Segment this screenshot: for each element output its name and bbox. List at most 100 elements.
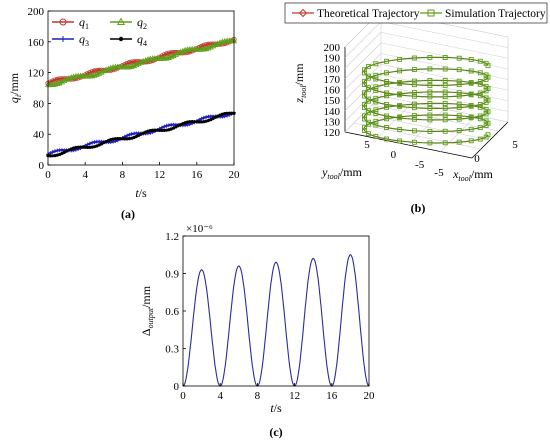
c-xtick-label: 0 [180, 390, 186, 402]
a-point-q4 [120, 137, 124, 141]
b-helix-point [427, 77, 433, 83]
a-point-q4 [160, 128, 164, 133]
a-point-q2 [61, 77, 68, 84]
a-point-q2 [96, 70, 103, 76]
a-point-q3 [90, 140, 95, 145]
a-point-q2 [68, 74, 75, 80]
a-point-q4 [158, 128, 162, 132]
b-xtick-label: 5 [512, 139, 518, 151]
b-helix-point [397, 138, 403, 144]
b-ytick-label: -5 [415, 159, 425, 171]
b-helix-point [365, 108, 371, 114]
b-helix-point [442, 89, 448, 95]
b-helix-point [362, 124, 367, 130]
a-point-q2 [170, 52, 177, 59]
b-helix-point [427, 112, 433, 118]
a-ylabel-unit: /mm [7, 72, 21, 95]
a-point-q1 [201, 42, 207, 49]
a-point-q4 [199, 120, 204, 124]
a-point-q4 [48, 154, 52, 158]
a-xtick-label: 12 [154, 169, 165, 181]
b-helix-point [384, 125, 389, 130]
b-zgrid [344, 42, 382, 80]
b-zgrid [344, 32, 382, 69]
b-helix-point [442, 128, 448, 134]
b-helix-point [442, 105, 448, 111]
b-helix-point [411, 82, 417, 88]
b-ytick-label: 5 [364, 139, 370, 151]
b-helix-point [477, 81, 483, 87]
b-legend-marker [427, 9, 435, 17]
a-legend-marker [116, 17, 126, 25]
panel-label-c: (c) [269, 425, 282, 439]
b-helix-point [477, 116, 483, 122]
b-helix-point [427, 128, 433, 134]
b-helix-point [362, 105, 367, 110]
b-helix-point [442, 55, 448, 60]
c-xtick-label: 12 [289, 390, 300, 402]
b-helix-point [411, 116, 417, 122]
b-helix-point [384, 113, 389, 119]
b-helix-point [468, 80, 474, 86]
c-ytick-label: 0.9 [165, 269, 179, 281]
a-xtick-label: 4 [82, 169, 88, 181]
b-helix-point [427, 117, 433, 123]
b-floor-grid [371, 104, 500, 132]
b-zgrid [380, 63, 509, 91]
b-helix-point [373, 122, 379, 128]
b-legend-box [284, 2, 548, 24]
b-legend-label: Simulation Trajectory [445, 8, 546, 20]
a-point-q3 [50, 150, 55, 155]
a-point-q4 [188, 120, 192, 124]
a-point-q3 [201, 115, 206, 120]
b-ztick-label: 160 [324, 85, 341, 97]
a-point-q4 [85, 145, 90, 149]
chart-b-y-axis-label: ytool/mm [321, 165, 362, 181]
b-helix-point [427, 82, 433, 88]
chart-a-y-axis-label: qi/mm [7, 72, 23, 103]
a-point-q1 [161, 52, 167, 58]
a-point-q2 [207, 43, 214, 50]
a-point-q2 [91, 72, 98, 78]
b-helix-point [365, 85, 371, 91]
b-helix-point [456, 139, 462, 145]
a-ytick-label: 40 [33, 129, 45, 141]
a-point-q2 [54, 80, 61, 87]
b-helix-point [427, 101, 433, 106]
a-point-q2 [210, 42, 217, 49]
b-helix-point [411, 67, 417, 73]
c-ytick-label: 0 [174, 381, 180, 393]
a-point-q2 [137, 59, 145, 65]
a-point-q1 [87, 69, 93, 76]
b-helix-point [427, 140, 433, 146]
a-point-q2 [214, 40, 221, 46]
a-point-q4 [88, 145, 92, 149]
b-helix-point [456, 101, 462, 107]
c-xtick-label: 8 [255, 390, 261, 402]
svg-text:Δoutput/mm: Δoutput/mm [139, 285, 155, 336]
a-point-q1 [124, 60, 130, 67]
b-helix-point [411, 139, 417, 145]
b-helix-point [468, 68, 474, 74]
a-point-q4 [155, 128, 159, 132]
a-legend-marker [118, 36, 124, 42]
b-zgrid [344, 85, 382, 122]
b-helix-point [397, 115, 403, 121]
b-helix-point [468, 57, 474, 62]
b-helix-point [365, 131, 371, 137]
b-helix-point [477, 90, 483, 96]
b-helix-point [373, 134, 379, 139]
a-point-q4 [197, 120, 201, 124]
b-ztick-label: 190 [324, 53, 341, 65]
c-xtick-label: 16 [326, 390, 338, 402]
a-xtick-label: 8 [120, 169, 126, 181]
b-helix-point [468, 103, 474, 109]
a-legend-label: q2 [137, 15, 147, 31]
b-ztick-label: 150 [324, 95, 341, 107]
b-ztick-label: 130 [324, 116, 341, 128]
a-point-q4 [195, 120, 199, 124]
b-helix-point [442, 66, 448, 72]
a-point-q2 [100, 67, 107, 74]
b-helix-point [411, 93, 417, 99]
b-legend-label: Theoretical Trajectory [317, 8, 420, 20]
